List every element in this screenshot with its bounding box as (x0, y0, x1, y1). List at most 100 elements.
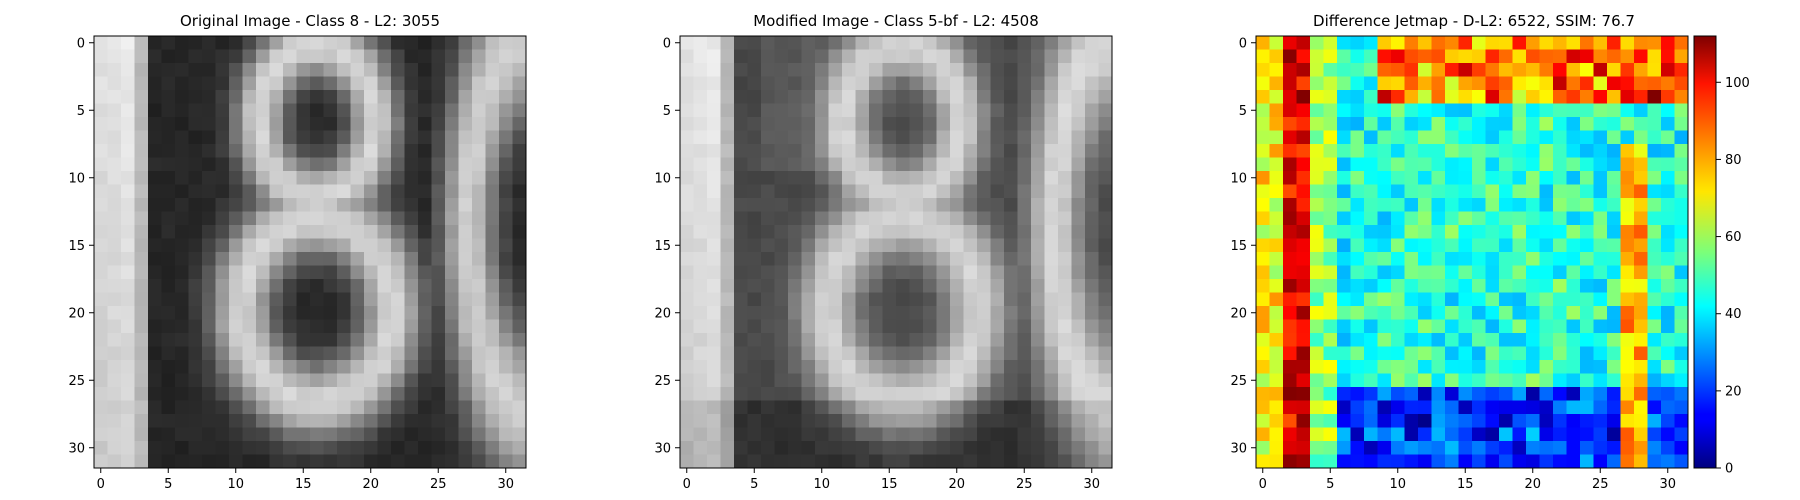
pixel (1607, 319, 1621, 334)
pixel (148, 414, 162, 428)
pixel (1350, 252, 1365, 266)
pixel (512, 103, 527, 118)
pixel (869, 103, 883, 118)
pixel (774, 454, 789, 469)
pixel (1485, 238, 1500, 253)
pixel (1661, 238, 1675, 253)
pixel (815, 292, 829, 307)
pixel (882, 144, 897, 158)
pixel (269, 319, 284, 334)
pixel (269, 252, 284, 266)
pixel (1310, 184, 1324, 199)
pixel (815, 103, 829, 118)
pixel (1031, 76, 1045, 91)
pixel (512, 373, 527, 388)
pixel (1085, 346, 1099, 361)
pixel (296, 427, 311, 442)
pixel (774, 360, 789, 374)
pixel (1458, 90, 1473, 104)
pixel (1004, 117, 1018, 131)
pixel (1418, 238, 1432, 253)
pixel (1256, 427, 1270, 442)
pixel (1364, 238, 1378, 253)
pixel (761, 238, 775, 253)
pixel (1566, 90, 1581, 104)
pixel (161, 144, 176, 158)
pixel (1580, 76, 1594, 91)
pixel (1431, 427, 1446, 442)
pixel (323, 346, 338, 361)
pixel (1004, 171, 1018, 185)
pixel (256, 171, 270, 185)
pixel (148, 441, 162, 455)
pixel (188, 333, 203, 347)
pixel (734, 292, 748, 307)
pixel (1031, 211, 1045, 226)
pixel (512, 427, 527, 442)
pixel (680, 387, 694, 401)
pixel (1512, 279, 1527, 293)
pixel (1404, 76, 1419, 91)
pixel (310, 387, 324, 401)
pixel (977, 198, 991, 212)
pixel (323, 319, 338, 334)
pixel (855, 292, 870, 307)
pixel (161, 157, 176, 172)
pixel (1085, 333, 1099, 347)
pixel (734, 279, 748, 293)
pixel (855, 441, 870, 455)
pixel (323, 225, 338, 239)
pixel (377, 117, 392, 131)
pixel (801, 387, 816, 401)
y-tick-label: 0 (77, 36, 85, 51)
pixel (377, 373, 392, 388)
pixel (1350, 279, 1365, 293)
pixel (1283, 427, 1297, 442)
pixel (202, 454, 216, 469)
pixel (1418, 454, 1432, 469)
pixel (256, 292, 270, 307)
pixel (693, 400, 708, 415)
pixel (1661, 292, 1675, 307)
pixel (977, 144, 991, 158)
pixel (1296, 333, 1311, 347)
pixel (1566, 265, 1581, 280)
pixel (842, 292, 856, 307)
pixel (485, 225, 500, 239)
pixel (188, 211, 203, 226)
pixel (134, 400, 149, 415)
pixel (337, 211, 351, 226)
pixel (175, 76, 189, 91)
pixel (148, 387, 162, 401)
pixel (788, 238, 802, 253)
pixel (1472, 373, 1486, 388)
pixel (828, 36, 843, 50)
pixel (337, 252, 351, 266)
pixel (1350, 238, 1365, 253)
pixel (134, 279, 149, 293)
pixel (801, 454, 816, 469)
pixel (391, 49, 405, 64)
pixel (512, 49, 527, 64)
pixel (1607, 171, 1621, 185)
pixel (1337, 144, 1351, 158)
pixel (1323, 63, 1338, 77)
pixel (1310, 333, 1324, 347)
pixel (936, 157, 951, 172)
pixel (1593, 36, 1608, 50)
pixel (310, 360, 324, 374)
pixel (229, 103, 243, 118)
pixel (1499, 279, 1513, 293)
pixel (161, 427, 176, 442)
pixel (175, 360, 189, 374)
pixel (1071, 333, 1086, 347)
pixel (1364, 346, 1378, 361)
pixel (148, 63, 162, 77)
pixel (1634, 387, 1648, 401)
pixel (1472, 184, 1486, 199)
pixel (1499, 360, 1513, 374)
pixel (801, 49, 816, 64)
pixel (256, 117, 270, 131)
pixel (896, 76, 910, 91)
pixel (1044, 414, 1059, 428)
